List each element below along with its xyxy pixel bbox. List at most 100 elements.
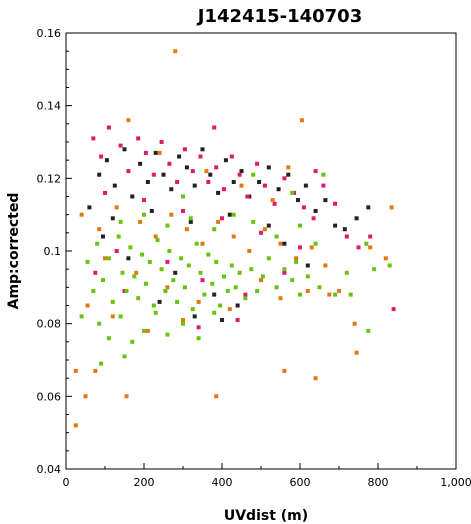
data-point (114, 249, 119, 253)
data-point (73, 368, 78, 373)
data-point (198, 154, 203, 159)
data-point (243, 296, 248, 301)
data-point (163, 289, 168, 293)
data-point (282, 270, 287, 275)
data-point (165, 285, 170, 290)
data-point (266, 223, 271, 228)
data-point (206, 180, 211, 184)
data-point (181, 194, 185, 199)
data-point (366, 328, 371, 333)
data-point (124, 394, 129, 399)
data-point (222, 274, 226, 279)
x-axis-label: UVdist (m) (224, 508, 308, 524)
data-point (327, 292, 332, 297)
data-point (173, 270, 178, 275)
data-point (79, 314, 84, 319)
data-point (120, 270, 125, 275)
data-point (95, 241, 100, 246)
data-point (182, 147, 187, 152)
data-point (87, 205, 92, 210)
data-point (175, 180, 180, 184)
data-point (186, 263, 191, 268)
data-point (305, 263, 310, 268)
data-point (93, 270, 98, 275)
y-tick-label: 0.12 (37, 172, 62, 185)
data-point (149, 209, 154, 213)
data-point (188, 216, 193, 221)
data-point (276, 187, 281, 192)
data-point (333, 223, 338, 228)
data-point (142, 212, 146, 217)
data-point (196, 299, 201, 304)
data-point (309, 245, 314, 250)
data-point (296, 198, 300, 203)
data-point (130, 339, 135, 344)
data-point (342, 227, 347, 232)
data-point (249, 267, 254, 272)
data-point (130, 194, 135, 199)
x-tick-label: 200 (134, 476, 155, 489)
data-point (313, 241, 318, 246)
data-point (237, 172, 242, 177)
data-point (126, 118, 131, 123)
data-point (323, 198, 328, 203)
data-point (140, 252, 145, 257)
data-point (298, 245, 302, 250)
data-point (305, 289, 310, 293)
data-point (99, 154, 104, 159)
data-point (216, 219, 221, 224)
data-point (210, 281, 215, 286)
data-point (259, 230, 263, 235)
data-point (165, 332, 170, 337)
data-point (147, 259, 152, 264)
data-point (282, 176, 287, 181)
data-point (290, 190, 295, 195)
data-point (356, 245, 361, 250)
data-point (103, 190, 107, 195)
y-tick-label: 0.08 (37, 318, 62, 331)
data-point (188, 219, 193, 224)
x-tick-label: 400 (212, 476, 233, 489)
data-point (313, 169, 318, 174)
data-point (143, 150, 148, 155)
data-point (142, 198, 146, 203)
data-point (97, 227, 102, 232)
data-point (231, 234, 236, 239)
data-point (274, 234, 279, 239)
data-point (73, 423, 78, 428)
data-point (333, 201, 338, 206)
y-tick-label: 0.16 (37, 27, 62, 40)
data-point (311, 216, 316, 221)
data-point (218, 303, 223, 308)
data-point (389, 205, 394, 210)
data-point (290, 278, 295, 283)
data-point (303, 183, 308, 188)
data-point (259, 278, 263, 283)
data-point (85, 303, 90, 308)
data-point (110, 299, 115, 304)
data-point (165, 259, 170, 264)
data-point (262, 183, 267, 188)
data-point (333, 292, 338, 297)
data-point (122, 147, 127, 152)
data-point (212, 310, 217, 315)
data-point (106, 336, 111, 341)
data-point (103, 256, 107, 261)
data-point (173, 49, 178, 54)
data-point (85, 259, 90, 264)
data-point (145, 180, 150, 184)
data-point (181, 318, 185, 322)
y-tick-label: 0.04 (37, 463, 62, 476)
data-point (225, 289, 230, 293)
data-point (227, 212, 232, 217)
data-point (298, 292, 302, 297)
data-point (337, 289, 341, 293)
data-point (171, 278, 176, 283)
data-point (272, 201, 277, 206)
data-point (260, 274, 265, 279)
data-point (138, 219, 143, 224)
data-point (97, 172, 102, 177)
data-point (257, 180, 262, 184)
data-point (282, 241, 287, 246)
data-point (202, 292, 207, 297)
